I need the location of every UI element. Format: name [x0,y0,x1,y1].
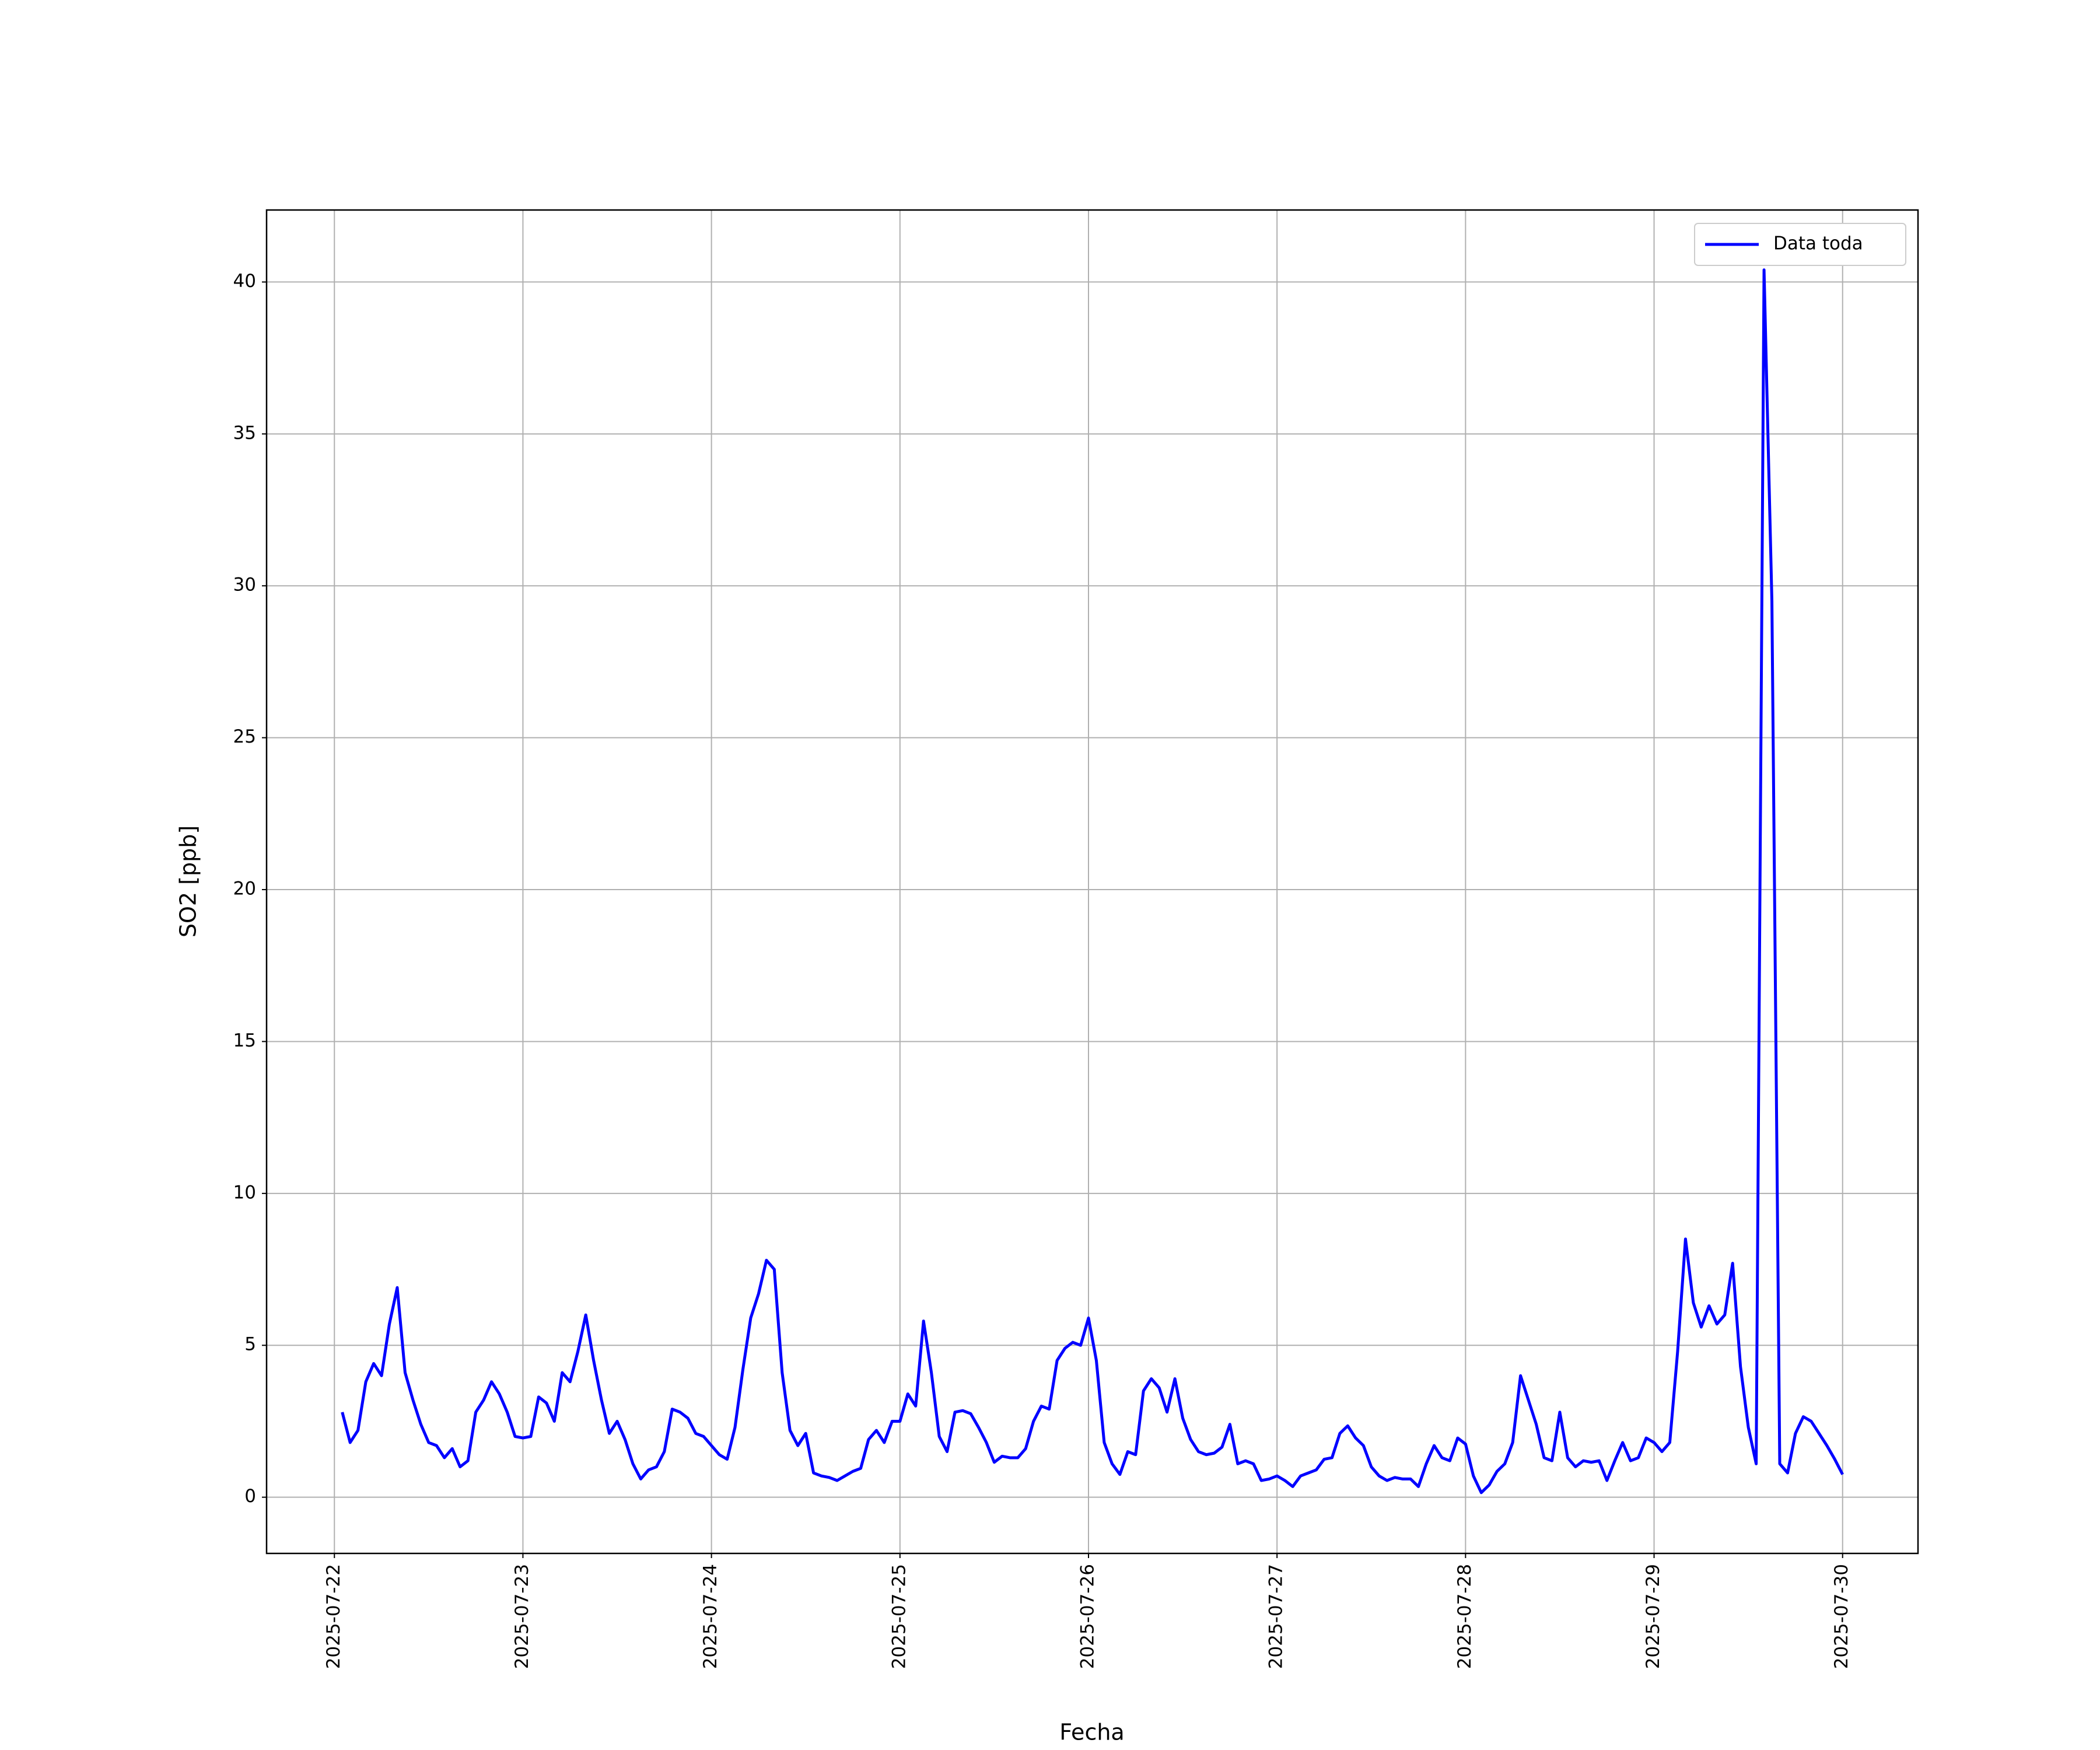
axes-frame [265,209,1919,1555]
x-tick-label: 2025-07-23 [512,1564,533,1669]
y-tick-label: 20 [233,878,256,900]
y-tick-label: 30 [233,575,256,596]
x-tick-label: 2025-07-26 [1077,1564,1098,1669]
x-axis-label: Fecha [1059,1720,1124,1745]
x-tick-label: 2025-07-30 [1831,1564,1852,1669]
x-tick-label: 2025-07-22 [323,1564,344,1669]
y-tick-label: 5 [244,1334,256,1355]
y-tick-label: 0 [244,1486,256,1507]
y-tick-label: 25 [233,726,256,747]
x-tick-label: 2025-07-27 [1266,1564,1287,1669]
legend-label: Data toda [1773,233,1863,254]
data-line [341,268,1844,1494]
y-tick-label: 15 [233,1030,256,1051]
x-tick-label: 2025-07-28 [1454,1564,1475,1669]
x-tick-label: 2025-07-25 [888,1564,909,1669]
y-tick-label: 40 [233,271,256,292]
y-axis-label: SO2 [ppb] [176,825,201,937]
y-tick-label: 35 [233,422,256,443]
y-tick-label: 10 [233,1182,256,1203]
legend-box [1694,223,1906,266]
x-tick-label: 2025-07-29 [1643,1564,1664,1669]
x-tick-label: 2025-07-24 [700,1564,721,1669]
